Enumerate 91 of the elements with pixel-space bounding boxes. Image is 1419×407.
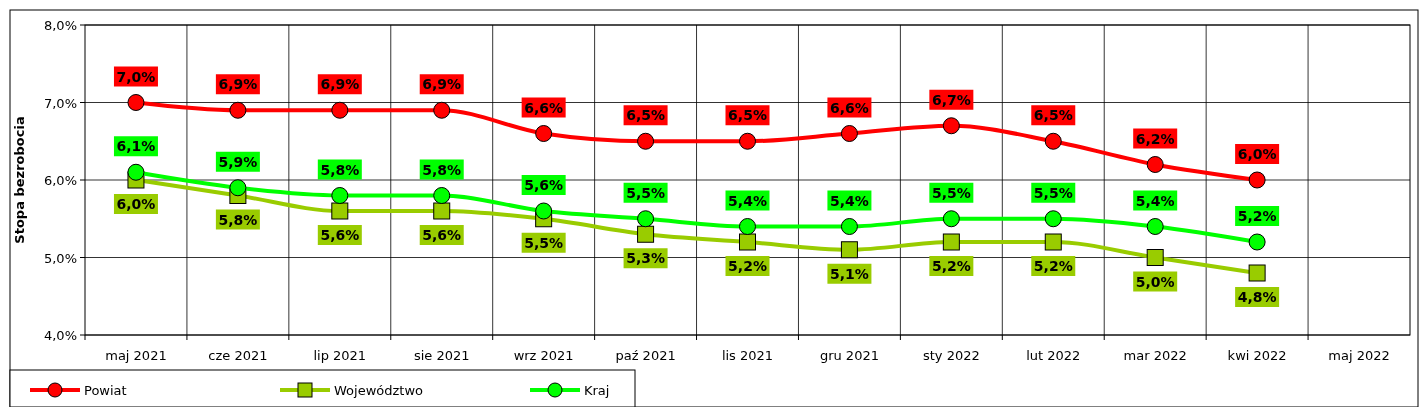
- y-tick-label: 8,0%: [43, 18, 77, 33]
- point: [1248, 233, 1266, 251]
- point: [1146, 249, 1164, 266]
- point: [840, 241, 858, 259]
- data-label: 7,0%: [116, 68, 156, 85]
- point: [1146, 156, 1164, 173]
- data-label: 5,8%: [218, 211, 258, 228]
- point: [1248, 171, 1266, 189]
- x-tick-label: gru 2021: [819, 348, 879, 363]
- data-label: 5,3%: [626, 250, 665, 267]
- legend-label: Powiat: [84, 383, 127, 398]
- x-tick-label: mar 2022: [1123, 348, 1187, 363]
- x-tick-label: lut 2022: [1026, 348, 1081, 363]
- x-tick-label: wrz 2021: [513, 348, 574, 363]
- data-label: 5,4%: [728, 192, 767, 209]
- data-label: 5,1%: [830, 265, 869, 282]
- data-label: 6,5%: [1033, 107, 1073, 124]
- y-tick-label: 4,0%: [43, 328, 77, 343]
- y-tick-label: 5,0%: [43, 250, 77, 266]
- point: [535, 202, 553, 220]
- data-label: 5,2%: [728, 258, 767, 274]
- y-axis-title: Stopa bezrobocia: [12, 116, 27, 244]
- point: [1044, 233, 1062, 251]
- y-tick-label: 6,0%: [43, 173, 77, 188]
- point: [433, 101, 451, 119]
- point: [433, 187, 451, 204]
- data-label: 6,5%: [728, 107, 767, 124]
- data-label: 6,9%: [320, 76, 360, 93]
- data-label: 5,6%: [422, 227, 462, 243]
- data-label: 5,9%: [218, 153, 258, 170]
- x-tick-label: cze 2021: [208, 348, 268, 363]
- point: [942, 233, 960, 251]
- point: [739, 233, 756, 251]
- point: [1044, 132, 1062, 150]
- point: [739, 132, 756, 150]
- point: [840, 218, 858, 235]
- data-label: 6,7%: [931, 91, 971, 108]
- x-tick-label: kwi 2022: [1227, 348, 1287, 363]
- x-tick-label: lis 2021: [721, 348, 774, 363]
- data-label: 6,0%: [116, 196, 156, 212]
- x-tick-label: lip 2021: [313, 348, 367, 363]
- data-label: 5,6%: [320, 227, 360, 243]
- point: [637, 210, 655, 228]
- point: [942, 210, 960, 228]
- data-label: 5,4%: [1135, 192, 1175, 209]
- data-label: 5,2%: [1237, 208, 1277, 224]
- point: [1146, 218, 1164, 235]
- point: [127, 163, 145, 181]
- point: [229, 101, 247, 119]
- point: [942, 117, 960, 135]
- data-label: 5,2%: [1033, 258, 1073, 274]
- x-tick-label: maj 2022: [1328, 348, 1390, 363]
- point: [840, 125, 858, 142]
- data-label: 4,8%: [1237, 289, 1277, 305]
- point: [637, 132, 655, 150]
- x-tick-label: sty 2022: [922, 348, 980, 363]
- legend-label: Województwo: [334, 383, 424, 398]
- x-tick-label: paź 2021: [615, 348, 676, 363]
- data-label: 6,6%: [830, 99, 869, 116]
- legend-label: Kraj: [584, 383, 610, 398]
- point: [433, 202, 451, 220]
- data-label: 5,2%: [931, 258, 971, 274]
- point: [229, 179, 247, 197]
- x-tick-label: sie 2021: [413, 348, 470, 363]
- point: [1044, 210, 1062, 228]
- point: [1248, 264, 1266, 282]
- y-tick-label: 7,0%: [43, 95, 77, 111]
- data-label: 5,4%: [830, 192, 869, 209]
- point: [739, 218, 756, 235]
- point: [637, 225, 655, 243]
- data-label: 6,0%: [1237, 146, 1277, 162]
- data-label: 5,0%: [1135, 273, 1175, 290]
- data-label: 6,2%: [1135, 130, 1175, 147]
- data-label: 5,5%: [524, 234, 564, 251]
- point: [331, 187, 349, 204]
- data-label: 5,8%: [422, 161, 462, 178]
- data-label: 5,6%: [524, 177, 564, 193]
- x-tick-label: maj 2021: [105, 348, 167, 363]
- data-label: 6,9%: [218, 76, 258, 93]
- data-label: 6,6%: [524, 99, 564, 116]
- data-label: 5,8%: [320, 161, 360, 178]
- point: [331, 101, 349, 119]
- point: [535, 125, 553, 142]
- data-label: 6,1%: [116, 138, 156, 155]
- data-label: 6,9%: [422, 76, 462, 93]
- data-label: 5,5%: [1033, 184, 1073, 201]
- point: [127, 94, 145, 111]
- data-label: 5,5%: [931, 184, 971, 201]
- data-label: 5,5%: [626, 184, 665, 201]
- point: [331, 202, 349, 220]
- data-label: 6,5%: [626, 107, 665, 124]
